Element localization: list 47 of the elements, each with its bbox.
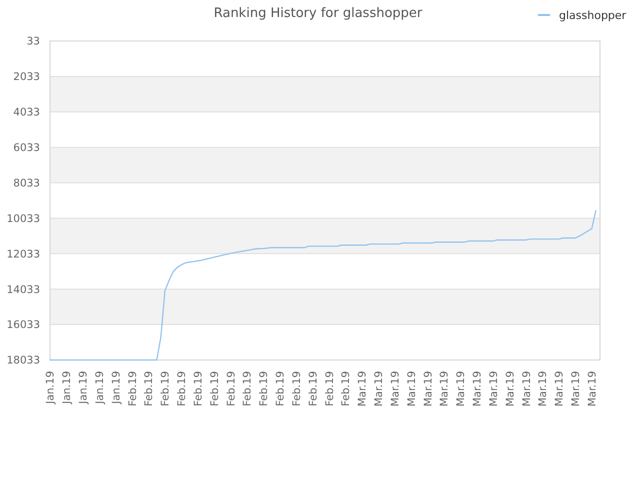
line-series: [49, 210, 596, 361]
x-tick-label: Feb.19: [274, 371, 287, 406]
x-tick-label: Mar.19: [455, 371, 468, 407]
y-tick-label: 12033: [6, 248, 40, 260]
x-tick-label: Feb.19: [143, 371, 156, 406]
x-tick-label: Feb.19: [126, 371, 139, 406]
x-tick-label: Mar.19: [356, 371, 369, 407]
x-tick-label: Feb.19: [160, 371, 172, 406]
x-tick-label: Jan.19: [78, 371, 90, 405]
y-tick-label: 4033: [13, 106, 40, 119]
x-tick-label: Mar.19: [373, 371, 386, 407]
x-tick-label: Feb.19: [208, 371, 221, 406]
x-tick-label: Mar.19: [554, 371, 566, 407]
x-tick-label: Feb.19: [307, 371, 320, 406]
x-tick-label: Mar.19: [406, 371, 418, 407]
x-tick-label: Mar.19: [472, 371, 484, 407]
chart-title: Ranking History for glasshopper: [214, 6, 423, 21]
x-tick-label: Feb.19: [242, 371, 254, 406]
x-tick-label: Feb.19: [192, 371, 204, 406]
y-tick-label: 16033: [6, 319, 40, 332]
y-tick-label: 6033: [13, 142, 40, 154]
x-tick-label: Mar.19: [520, 371, 533, 407]
x-tick-label: Mar.19: [586, 371, 598, 407]
x-tick-label: Jan.19: [110, 371, 122, 405]
x-tick-label: Jan.19: [61, 371, 74, 405]
y-tick-label: 2033: [13, 71, 40, 84]
x-tick-label: Feb.19: [258, 371, 270, 406]
x-tick-label: Mar.19: [504, 371, 516, 407]
x-tick-label: Mar.19: [422, 371, 434, 407]
x-tick-label: Jan.19: [44, 371, 57, 405]
x-tick-label: Mar.19: [537, 371, 550, 407]
y-tick-label: 10033: [6, 212, 40, 225]
x-tick-label: Jan.19: [94, 371, 106, 405]
x-tick-label: Feb.19: [225, 371, 238, 406]
y-tick-label: 8033: [13, 177, 40, 190]
x-tick-label: Mar.19: [488, 371, 500, 407]
x-tick-label: Mar.19: [389, 371, 402, 407]
x-tick-label: Feb.19: [340, 371, 352, 406]
y-tick-label: 33: [26, 36, 40, 48]
x-tick-label: Mar.19: [438, 371, 451, 407]
legend-label: glasshopper: [559, 8, 627, 22]
x-tick-label: Mar.19: [570, 371, 582, 407]
x-tick-label: Feb.19: [290, 371, 303, 406]
y-tick-label: 14033: [6, 284, 40, 296]
x-tick-label: Feb.19: [324, 371, 336, 406]
x-tick-label: Feb.19: [176, 371, 188, 406]
y-tick-label: 18033: [6, 354, 40, 367]
